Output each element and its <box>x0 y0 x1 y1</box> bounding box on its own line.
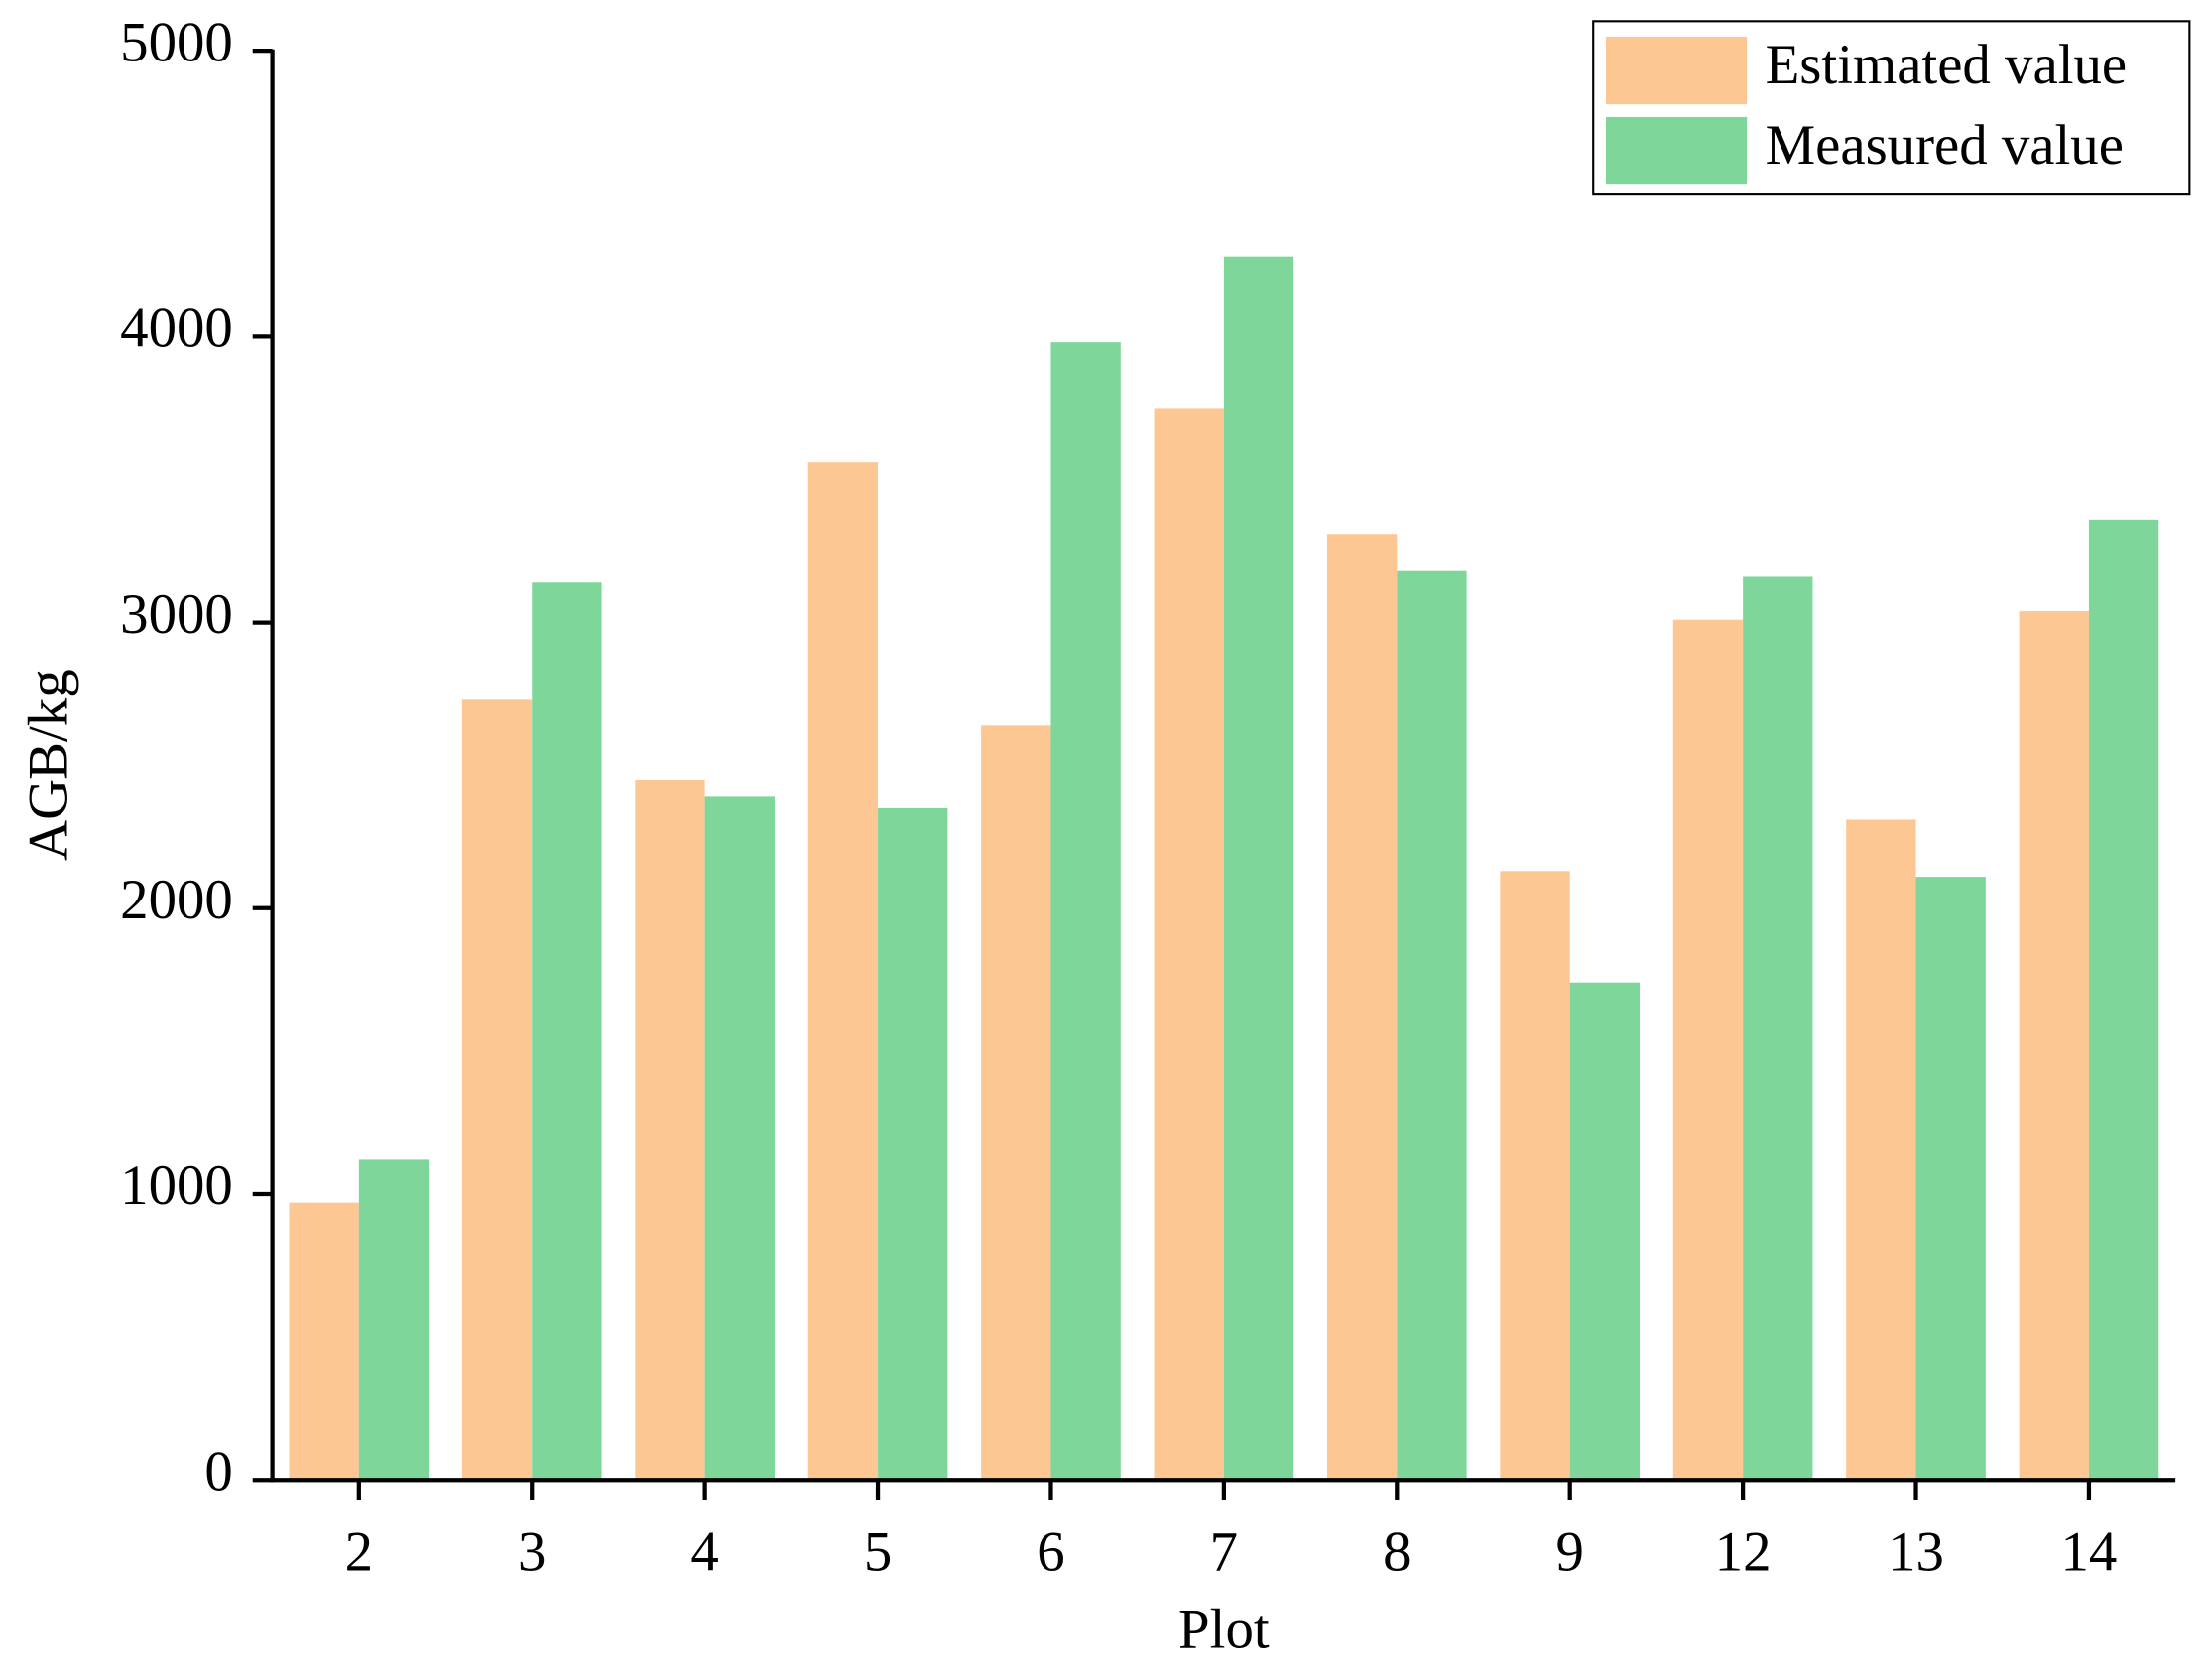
y-tick-label: 3000 <box>120 583 233 646</box>
legend-label: Measured value <box>1766 114 2124 177</box>
bar <box>704 796 775 1481</box>
y-tick-label: 0 <box>204 1440 232 1502</box>
x-tick-label: 5 <box>864 1520 892 1583</box>
x-tick-label: 13 <box>1888 1520 1944 1583</box>
bar <box>1154 408 1224 1481</box>
bar <box>1500 871 1570 1481</box>
bar <box>289 1202 359 1481</box>
bar <box>1223 256 1294 1481</box>
bar <box>1050 342 1121 1481</box>
bar <box>1915 877 1986 1481</box>
x-tick-label: 3 <box>518 1520 546 1583</box>
bar <box>2088 519 2159 1481</box>
x-tick-label: 6 <box>1037 1520 1064 1583</box>
bar <box>981 725 1051 1481</box>
y-axis-title: AGB/kg <box>17 669 79 861</box>
y-tick-label: 2000 <box>120 869 233 931</box>
y-tick-label: 5000 <box>120 11 233 73</box>
legend-swatch <box>1606 36 1748 105</box>
bar <box>1846 819 1916 1481</box>
bar <box>807 462 879 1481</box>
bar <box>1743 576 1813 1481</box>
x-tick-label: 4 <box>690 1520 718 1583</box>
x-tick-label: 2 <box>345 1520 373 1583</box>
x-tick-label: 14 <box>2061 1520 2118 1583</box>
bar <box>358 1159 430 1481</box>
bar <box>461 699 533 1481</box>
legend-swatch <box>1606 116 1748 185</box>
bar <box>1672 619 1744 1481</box>
x-axis-title: Plot <box>1178 1599 1270 1661</box>
x-tick-label: 9 <box>1555 1520 1583 1583</box>
bar <box>635 780 705 1481</box>
bar <box>1397 570 1467 1481</box>
y-tick-label: 1000 <box>120 1154 233 1217</box>
y-tick-label: 4000 <box>120 298 233 360</box>
bar <box>532 582 602 1481</box>
bar <box>2019 611 2089 1481</box>
bar <box>878 807 948 1481</box>
bar <box>1569 982 1641 1481</box>
legend-label: Estimated value <box>1766 34 2128 96</box>
x-tick-label: 8 <box>1383 1520 1411 1583</box>
x-tick-label: 12 <box>1715 1520 1772 1583</box>
bar <box>1326 534 1398 1481</box>
x-tick-label: 7 <box>1210 1520 1238 1583</box>
